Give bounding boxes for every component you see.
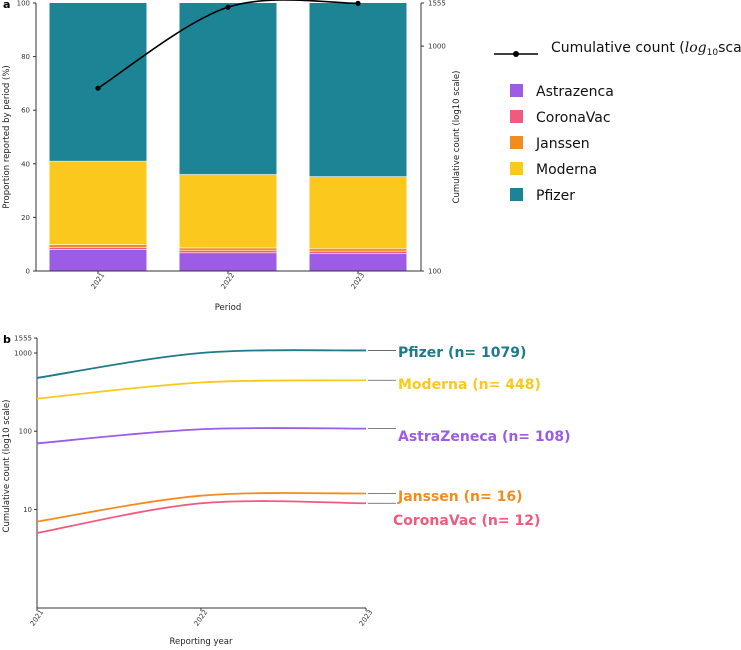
bar-segment-pfizer-2023: [309, 3, 407, 177]
legend-label-coronavac: CoronaVac: [536, 110, 611, 126]
panel-a-y-tick-0: 0: [26, 268, 30, 276]
legend-line-marker: [513, 51, 519, 57]
panel-b-y-tick-100: 100: [19, 428, 32, 436]
legend-label-astrazenca: Astrazenca: [536, 84, 614, 100]
legend-swatch-moderna: [510, 162, 523, 175]
bar-segment-pfizer-2021: [49, 3, 147, 162]
bar-segment-pfizer-2022: [179, 3, 277, 175]
panel-a-x-tick-2023: 2023: [350, 271, 367, 290]
series-label-janssen: Janssen (n= 16): [397, 489, 522, 505]
bar-segment-astrazenca-2021: [49, 249, 147, 271]
bar-segment-janssen-2021: [49, 244, 147, 248]
bar-segment-moderna-2023: [309, 176, 407, 249]
series-label-astrazeneca: AstraZeneca (n= 108): [398, 429, 571, 445]
bar-segment-astrazenca-2023: [309, 253, 407, 271]
legend-swatch-coronavac: [510, 110, 523, 123]
panel-b-x-tick-2023: 2023: [358, 608, 375, 627]
panel-a-letter: a: [3, 0, 10, 11]
series-label-moderna: Moderna (n= 448): [398, 377, 541, 393]
panel-b-x-axis-label: Reporting year: [170, 637, 233, 647]
series-label-pfizer: Pfizer (n= 1079): [398, 345, 526, 361]
bar-segment-coronavac-2023: [309, 251, 407, 254]
bar-segment-janssen-2023: [309, 248, 407, 252]
panel-a-y-axis-label: Proportion reported by period (%): [2, 65, 12, 208]
panel-a-y-tick-40: 40: [21, 160, 30, 168]
bar-segment-astrazenca-2022: [179, 252, 277, 271]
legend-swatch-astrazenca: [510, 84, 523, 97]
panel-a-x-axis-label: Period: [215, 303, 242, 313]
legend-swatch-janssen: [510, 136, 523, 149]
series-line-coronavac: [36, 500, 367, 534]
bar-segment-moderna-2021: [49, 161, 147, 245]
legend-label-moderna: Moderna: [536, 162, 597, 178]
panel-b: b 10 100 1000 1555 2021 2022 2023 Pfizer (n= 1…: [2, 333, 571, 647]
panel-b-y-axis-label: Cumulative count (log10 scale): [2, 400, 12, 533]
bar-segment-janssen-2022: [179, 247, 277, 251]
series-line-moderna: [36, 379, 367, 400]
panel-b-y-tick-1555: 1555: [14, 335, 32, 343]
panel-a-y-tick-60: 60: [21, 107, 30, 115]
panel-b-x-tick-2021: 2021: [29, 608, 46, 627]
series-label-coronavac: CoronaVac (n= 12): [393, 513, 540, 529]
legend-label-janssen: Janssen: [535, 136, 590, 152]
cumulative-count-point-2022: [225, 4, 231, 10]
panel-b-x-tick-2022: 2022: [193, 608, 210, 627]
panel-a-y-tick-20: 20: [21, 214, 30, 222]
legend-label-pfizer: Pfizer: [536, 188, 575, 204]
legend-swatch-pfizer: [510, 188, 523, 201]
panel-a: a 0 20 40 60 80 100 100 1000 1555 2021 2022 2023 Pe…: [2, 0, 741, 313]
bar-segment-moderna-2022: [179, 174, 277, 248]
bar-segment-coronavac-2021: [49, 247, 147, 250]
panel-a-x-tick-2022: 2022: [220, 271, 237, 290]
panel-a-y2-tick-100: 100: [428, 268, 441, 276]
bar-segment-coronavac-2022: [179, 250, 277, 253]
panel-b-letter: b: [3, 333, 11, 346]
panel-a-x-tick-2021: 2021: [90, 271, 107, 290]
series-line-astrazeneca: [36, 427, 367, 445]
panel-a-y2-tick-1000: 1000: [428, 43, 446, 51]
panel-a-y2-axis-label: Cumulative count (log10 scale): [452, 71, 462, 204]
cumulative-count-point-2023: [355, 0, 361, 6]
panel-a-y2-tick-1555: 1555: [428, 0, 446, 8]
panel-a-y-tick-80: 80: [21, 53, 30, 61]
series-line-janssen: [36, 492, 367, 523]
series-line-pfizer: [36, 349, 367, 379]
panel-a-y-tick-100: 100: [17, 0, 30, 8]
panel-b-y-tick-1000: 1000: [14, 350, 32, 358]
cumulative-count-point-2021: [95, 85, 101, 91]
panel-b-y-tick-10: 10: [23, 506, 32, 514]
